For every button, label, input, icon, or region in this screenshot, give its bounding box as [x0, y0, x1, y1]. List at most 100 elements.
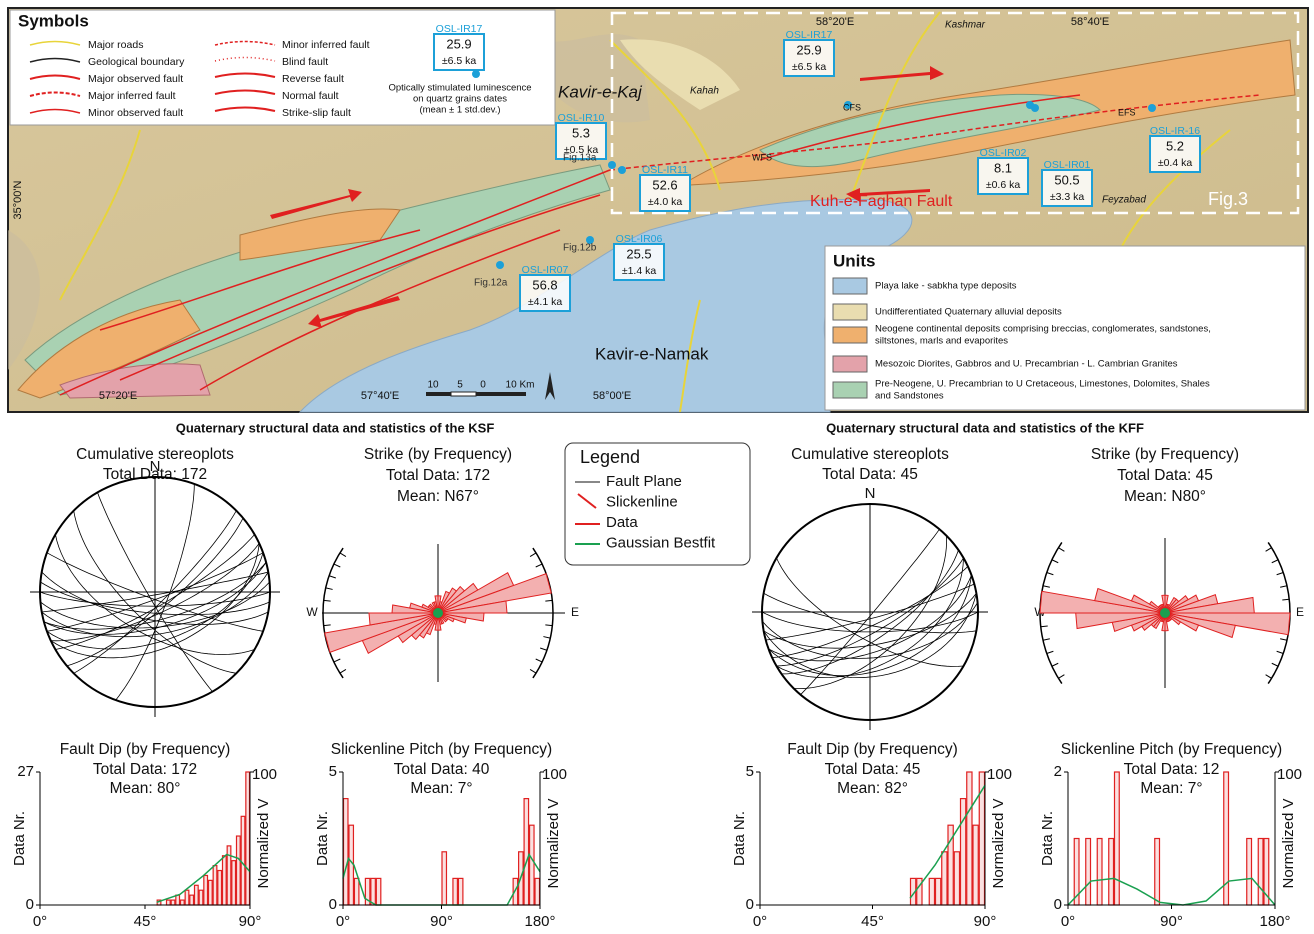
osl-sample-id: OSL-IR07 [522, 264, 569, 276]
coordinate-label: 35°00'N [12, 180, 24, 219]
rose-scale-tick [340, 669, 346, 673]
rose-scale-tick [324, 600, 331, 601]
symbol-label: Blind fault [282, 56, 328, 68]
hist-bar [237, 836, 241, 905]
hist-bar [167, 900, 171, 905]
hist-title: Fault Dip (by Frequency) [787, 741, 958, 758]
hist-mean: Mean: 82° [837, 780, 908, 797]
osl-sample-age: 25.5 [626, 246, 651, 261]
y2-tick-label: 100 [987, 766, 1012, 783]
rose-scale-tick [326, 588, 333, 590]
symbol-label: Major roads [88, 39, 143, 51]
place-label: EFS [1118, 107, 1136, 117]
rose-scale-tick [1041, 626, 1048, 627]
y2-tick-label: 100 [542, 766, 567, 783]
osl-sample-err: ±1.4 ka [622, 265, 657, 277]
place-label: Kahah [690, 86, 719, 97]
y-axis-label: Data Nr. [314, 811, 331, 866]
coordinate-label: 58°20'E [816, 16, 854, 28]
hist-bar [349, 825, 353, 905]
x-tick-label: 90° [1160, 913, 1183, 930]
unit-label: Pre-Neogene, U. Precambrian to U Cretace… [875, 379, 1210, 390]
stereo-title: Cumulative stereoplots [791, 446, 949, 463]
legend-item: Data [606, 514, 638, 531]
y-axis-label: Data Nr. [731, 811, 748, 866]
place-label: Fig.3 [1208, 189, 1248, 209]
symbol-label: Strike-slip fault [282, 107, 351, 119]
hist-total: Total Data: 45 [825, 761, 921, 778]
rose-scale-tick [334, 564, 340, 567]
unit-label: Neogene continental deposits comprising … [875, 324, 1211, 335]
legend-item: Fault Plane [606, 473, 682, 490]
coordinate-label: 57°20'E [99, 390, 137, 402]
x-tick-label: 45° [134, 913, 157, 930]
osl-sample-err: ±0.4 ka [1158, 157, 1193, 169]
osl-sample-err: ±0.6 ka [986, 179, 1021, 191]
osl-sample-err: ±4.1 ka [528, 296, 563, 308]
hist-bar [209, 880, 213, 905]
osl-sample-id: OSL-IR10 [558, 112, 605, 124]
osl-sample-age: 8.1 [994, 160, 1012, 175]
hist-bar [967, 772, 972, 905]
symbol-label: Normal fault [282, 90, 339, 102]
x-tick-label: 90° [239, 913, 262, 930]
rose-scale-tick [324, 625, 331, 626]
rose-mean: Mean: N67° [397, 488, 479, 505]
osl-sample-id: OSL-IR02 [980, 147, 1027, 159]
section-title: Quaternary structural data and statistic… [826, 420, 1144, 435]
hist-bar [1115, 772, 1120, 905]
rose-scale-tick [1052, 560, 1058, 563]
unit-swatch [833, 356, 867, 372]
osl-sample-age: 50.5 [1054, 172, 1079, 187]
symbol-label: Reverse fault [282, 73, 344, 85]
hist-bar [181, 900, 185, 905]
x-tick-label: 180° [524, 913, 555, 930]
y-tick-label: 2 [1054, 763, 1062, 780]
hist-bar [530, 825, 534, 905]
y-tick-label: 0 [746, 896, 754, 913]
osl-sample-age: 52.6 [652, 177, 677, 192]
scale-label: 10 Km [506, 380, 535, 391]
hist-bar [232, 861, 236, 905]
rose-title: Strike (by Frequency) [1091, 446, 1239, 463]
x-tick-label: 0° [336, 913, 350, 930]
rose-scale-tick [1047, 572, 1054, 574]
hist-bar [213, 866, 217, 905]
hist-bar [524, 799, 528, 905]
hist-bar [218, 871, 222, 905]
osl-site [608, 161, 616, 169]
osl-dot [472, 70, 480, 78]
hist-mean: Mean: 7° [1140, 780, 1202, 797]
osl-sample-age: 25.9 [796, 42, 821, 57]
osl-sample-age: 5.2 [1166, 138, 1184, 153]
osl-example-id: OSL-IR17 [436, 23, 483, 35]
rose-scale-tick [540, 648, 547, 650]
rose-scale-tick [1280, 586, 1287, 588]
legend-item: Gaussian Bestfit [606, 534, 716, 551]
osl-site [496, 261, 504, 269]
symbol-label: Minor observed fault [88, 107, 183, 119]
osl-sample-age: 56.8 [532, 277, 557, 292]
scale-label: 0 [480, 380, 486, 391]
osl-sample-err: ±4.0 ka [648, 196, 683, 208]
rose-total: Total Data: 45 [1117, 467, 1213, 484]
y2-axis-label: Normalized V [255, 798, 272, 888]
osl-note: on quartz grains dates [413, 94, 507, 105]
rose-scale-tick [536, 659, 542, 662]
hist-bar [1097, 839, 1102, 906]
x-tick-label: 45° [861, 913, 884, 930]
north-label: N [865, 485, 876, 502]
hist-total: Total Data: 40 [394, 761, 490, 778]
rose-scale-tick [1280, 639, 1287, 641]
place-label: Kashmar [945, 20, 986, 31]
rose-mean: Mean: N80° [1124, 488, 1206, 505]
hist-bar [929, 878, 934, 905]
hist-bar [185, 890, 189, 905]
figure: SymbolsMajor roadsGeological boundaryMaj… [0, 0, 1314, 934]
rose-scale-tick [329, 576, 336, 578]
y2-axis-label: Normalized V [545, 798, 562, 888]
rose-scale-tick [1266, 548, 1272, 552]
unit-swatch [833, 327, 867, 343]
osl-sample-id: OSL-IR-16 [1150, 125, 1200, 137]
section-title: Quaternary structural data and statistic… [176, 420, 495, 435]
